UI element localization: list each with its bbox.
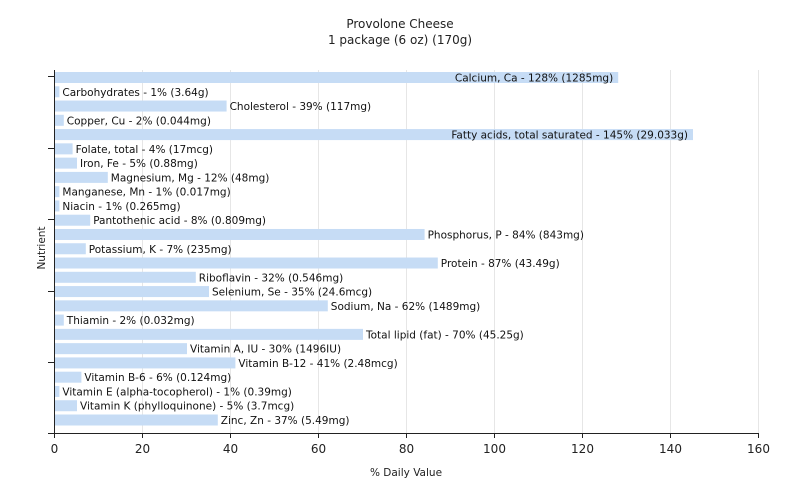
bar	[55, 171, 108, 183]
x-tick-label: 140	[659, 442, 682, 456]
bar	[55, 257, 438, 269]
bars: Calcium, Ca - 128% (1285mg) Carbohydrates…	[55, 72, 693, 427]
bar-label: Vitamin B-12 - 41% (2.48mcg)	[238, 358, 397, 370]
bar	[55, 129, 693, 141]
bar-label: Carbohydrates - 1% (3.64g)	[62, 87, 208, 99]
x-tick-label: 20	[135, 442, 150, 456]
bar	[55, 157, 77, 169]
x-tick-label: 80	[399, 442, 414, 456]
bar	[55, 143, 73, 155]
bar	[55, 314, 64, 326]
bar-label: Potassium, K - 7% (235mg)	[89, 244, 232, 256]
bar	[55, 414, 218, 426]
bar-label: Sodium, Na - 62% (1489mg)	[331, 301, 480, 313]
bar-label: Fatty acids, total saturated - 145% (29.…	[451, 130, 688, 142]
bar	[55, 400, 77, 412]
bar-label: Total lipid (fat) - 70% (45.25g)	[365, 329, 524, 341]
gridlines	[142, 70, 759, 433]
bar-label: Phosphorus, P - 84% (843mg)	[428, 229, 584, 241]
bar-label: Vitamin A, IU - 30% (1496IU)	[190, 344, 341, 356]
bar-label: Selenium, Se - 35% (24.6mcg)	[212, 287, 372, 299]
bar-label: Magnesium, Mg - 12% (48mg)	[111, 172, 270, 184]
bar-label: Iron, Fe - 5% (0.88mg)	[80, 158, 198, 170]
bar-label: Folate, total - 4% (17mcg)	[76, 144, 213, 156]
bar	[55, 371, 82, 383]
bar-label: Vitamin B-6 - 6% (0.124mg)	[84, 372, 231, 384]
bar	[55, 214, 91, 226]
bar-label: Zinc, Zn - 37% (5.49mg)	[221, 415, 350, 427]
bar	[55, 243, 86, 255]
chart-subtitle: 1 package (6 oz) (170g)	[328, 33, 472, 47]
bar-label: Calcium, Ca - 128% (1285mg)	[455, 73, 613, 85]
axes: 0 20 40 60 80 100 120 140 160	[48, 70, 770, 456]
bar-label: Riboflavin - 32% (0.546mg)	[199, 272, 343, 284]
bar-label: Vitamin K (phylloquinone) - 5% (3.7mcg)	[80, 401, 294, 413]
bar-label: Pantothenic acid - 8% (0.809mg)	[93, 215, 266, 227]
bar	[55, 300, 328, 312]
bar	[55, 385, 60, 397]
bar	[55, 271, 196, 283]
x-tick-label: 160	[747, 442, 770, 456]
bar-label: Copper, Cu - 2% (0.044mg)	[67, 115, 211, 127]
bar-label: Manganese, Mn - 1% (0.017mg)	[62, 187, 230, 199]
x-tick-label: 100	[483, 442, 506, 456]
bar	[55, 100, 227, 112]
bar	[55, 357, 236, 369]
x-tick-label: 120	[571, 442, 594, 456]
bar	[55, 72, 619, 83]
bar	[55, 328, 363, 340]
bar	[55, 200, 60, 212]
x-axis-title: % Daily Value	[370, 467, 442, 479]
bar-label: Niacin - 1% (0.265mg)	[62, 201, 180, 213]
bar-label: Protein - 87% (43.49g)	[441, 258, 560, 270]
bar-label: Cholesterol - 39% (117mg)	[230, 101, 372, 113]
bar	[55, 86, 60, 98]
bar	[55, 228, 425, 240]
bar-label: Thiamin - 2% (0.032mg)	[66, 315, 195, 327]
x-tick-label: 40	[223, 442, 238, 456]
x-tick-label: 60	[311, 442, 326, 456]
x-tick-label: 0	[51, 442, 59, 456]
chart-title: Provolone Cheese	[346, 17, 453, 31]
bar	[55, 114, 64, 126]
bar	[55, 186, 60, 198]
bar-label: Vitamin E (alpha-tocopherol) - 1% (0.39m…	[62, 386, 292, 398]
y-axis-title: Nutrient	[36, 226, 48, 269]
bar	[55, 286, 209, 298]
bar	[55, 343, 187, 355]
